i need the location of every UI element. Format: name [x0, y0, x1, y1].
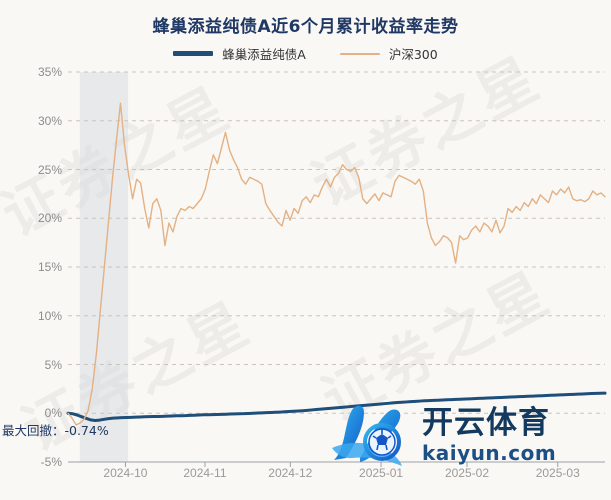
y-axis-tick-label: 15% — [37, 260, 62, 274]
legend-swatch-benchmark-icon — [339, 52, 380, 55]
y-axis-tick-label: 5% — [44, 357, 62, 372]
chart-svg — [66, 71, 607, 467]
legend-label-fund: 蜂巢添益纯债A — [222, 47, 306, 62]
kaiyun-logo[interactable]: 开云体育 kaiyun.com — [330, 398, 556, 472]
legend-swatch-fund-icon — [173, 51, 214, 56]
x-axis-tick-label: 2024-10 — [103, 466, 148, 480]
legend-item-benchmark[interactable]: 沪深300 — [339, 44, 438, 63]
y-axis-tick-label: 10% — [37, 308, 62, 323]
y-axis-tick-label: 0% — [44, 406, 62, 421]
x-axis-tick-label: 2024-12 — [268, 466, 313, 480]
y-axis-tick-label: 30% — [37, 113, 62, 128]
legend-item-fund[interactable]: 蜂巢添益纯债A — [173, 44, 306, 63]
max-drawdown-annotation: 最大回撤：-0.74% — [2, 423, 109, 438]
y-axis-tick-label: -5% — [40, 455, 62, 469]
x-axis-labels: 2024-10 2024-11 2024-12 2025-01 2025-02 2025-… — [0, 466, 611, 490]
legend-label-benchmark: 沪深300 — [388, 47, 438, 62]
x-axis-tick-label: 2025-02 — [444, 466, 490, 480]
y-axis-tick-label: 20% — [37, 211, 62, 226]
y-axis-labels: 35% 30% 25% 20% 15% 10% 5% 0% -5% — [0, 65, 62, 469]
y-axis-tick-label: 35% — [37, 65, 62, 79]
chart-legend: 蜂巢添益纯债A 沪深300 — [0, 44, 611, 63]
kaiyun-k-soccer-icon — [330, 398, 416, 472]
y-axis-tick-label: 25% — [37, 162, 62, 177]
x-axis-tick-label: 2025-01 — [359, 466, 404, 480]
plot-area — [66, 71, 607, 467]
logo-en-text: kaiyun.com — [422, 440, 557, 465]
logo-cn-text: 开云体育 — [422, 404, 550, 441]
chart-title: 蜂巢添益纯债A近6个月累计收益率走势 — [152, 17, 459, 37]
x-axis-tick-label: 2024-11 — [183, 466, 227, 480]
x-axis-tick-label: 2025-03 — [535, 466, 580, 480]
